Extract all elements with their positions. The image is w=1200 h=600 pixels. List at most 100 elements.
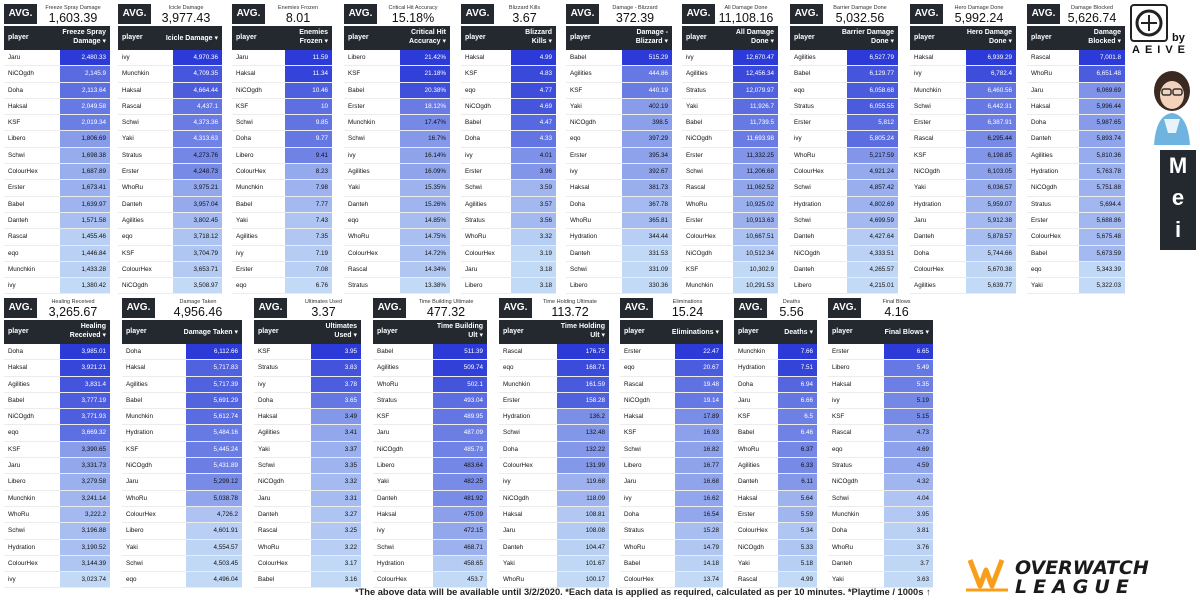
metric-column-header[interactable]: Eliminations ▾ <box>657 328 719 337</box>
value-cell <box>511 180 556 196</box>
stat-value: 3.7 <box>920 559 929 567</box>
player-column-header[interactable]: player <box>624 328 645 335</box>
player-column-header[interactable]: player <box>503 328 524 335</box>
player-name: Haksal <box>126 364 146 372</box>
player-column-header[interactable]: player <box>832 328 853 335</box>
value-cell <box>1079 115 1125 131</box>
metric-column-header[interactable]: Barrier Damage Done ▾ <box>829 28 894 46</box>
player-name: Stratus <box>624 527 644 535</box>
stat-value: 4,496.04 <box>213 576 238 584</box>
table-row: eqo 397.29 <box>566 131 672 148</box>
stat-value: 14.85% <box>424 216 446 224</box>
stat-value: 16.77 <box>703 462 719 470</box>
metric-column-header[interactable]: Icicle Damage ▾ <box>156 34 218 43</box>
stat-value: 392.67 <box>648 168 668 176</box>
stat-value: 3.59 <box>539 184 552 192</box>
value-cell <box>1079 131 1125 147</box>
stat-value: 132.22 <box>585 445 605 453</box>
stat-value: 4.32 <box>916 478 929 486</box>
table-row: Erster 5,688.86 <box>1027 212 1125 230</box>
table-row: Yaki 7.43 <box>232 212 332 230</box>
metric-column-header[interactable]: Final Blows ▾ <box>866 328 929 337</box>
table-row: Munchkin 7.98 <box>232 180 332 197</box>
stat-value: 4,333.51 <box>869 249 894 257</box>
player-name: eqo <box>570 135 581 143</box>
table-row: Agilities 6.33 <box>734 458 817 475</box>
player-column-header[interactable]: player <box>8 328 29 335</box>
player-column-header[interactable]: player <box>686 34 707 41</box>
value-cell <box>733 196 778 212</box>
table-row: KSF 489.95 <box>373 409 487 426</box>
table-row: Schwi 331.09 <box>566 261 672 279</box>
value-cell <box>186 376 242 392</box>
player-name: Agilities <box>122 216 144 224</box>
player-column-header[interactable]: player <box>8 34 29 41</box>
player-column-header[interactable]: player <box>348 34 369 41</box>
player-name: ivy <box>377 527 385 535</box>
metric-column-header[interactable]: Damage Taken ▾ <box>166 328 238 337</box>
table-row: eqo 20.67 <box>620 360 723 377</box>
stat-value: 108.81 <box>585 510 605 518</box>
metric-column-header[interactable]: Healing Received ▾ <box>42 322 106 340</box>
stat-value: 5,691.29 <box>213 396 238 404</box>
metric-column-header[interactable]: Blizzard Kills ▾ <box>495 28 552 46</box>
stat-value: 6.11 <box>801 478 813 486</box>
player-column-header[interactable]: player <box>122 34 143 41</box>
player-column-header[interactable]: player <box>258 328 279 335</box>
value-cell <box>622 229 672 245</box>
stat-title: Damage Blocked <box>1071 5 1113 11</box>
player-name: Babel <box>348 86 365 94</box>
table-row: Rascal 1,455.46 <box>4 229 110 246</box>
table-row: Doha 3,985.01 <box>4 344 110 361</box>
stat-value: 398.5 <box>652 119 668 127</box>
player-column-header[interactable]: player <box>794 34 815 41</box>
player-name: ivy <box>686 54 694 61</box>
player-column-header[interactable]: player <box>570 34 591 41</box>
value-cell <box>285 212 332 229</box>
metric-column-header[interactable]: Critical Hit Accuracy ▾ <box>382 28 446 46</box>
metric-column-header[interactable]: Freeze Spray Damage ▾ <box>42 28 106 46</box>
value-cell <box>311 539 361 555</box>
value-cell <box>557 392 609 409</box>
table-column-header: player Damage Blocked ▾ <box>1027 26 1125 50</box>
player-column-header[interactable]: player <box>236 34 257 41</box>
stat-value: 5.34 <box>800 527 813 535</box>
metric-column-header[interactable]: Damage Blocked ▾ <box>1062 28 1121 46</box>
player-column-header[interactable]: player <box>914 34 935 41</box>
metric-column-header[interactable]: Time Holding Ult ▾ <box>539 322 605 340</box>
player-column-header[interactable]: player <box>377 328 398 335</box>
player-name: Hydration <box>1031 168 1058 176</box>
metric-column-header[interactable]: Enemies Frozen ▾ <box>268 28 328 46</box>
stat-value: 5,744.66 <box>987 249 1012 257</box>
value-cell <box>311 441 361 458</box>
stat-value: 2,049.58 <box>81 102 106 110</box>
metric-column-header[interactable]: Time Building Ult ▾ <box>415 322 483 340</box>
player-column-header[interactable]: player <box>1031 34 1052 41</box>
table-row: ivy 16.62 <box>620 490 723 507</box>
metric-column-header[interactable]: Hero Damage Done ▾ <box>948 28 1012 46</box>
metric-column-header[interactable]: Damage - Blizzard ▾ <box>604 28 668 46</box>
player-name: Schwi <box>236 119 253 127</box>
stat-value: 5.49 <box>916 364 929 372</box>
player-column-header[interactable]: player <box>738 328 759 335</box>
value-cell <box>733 147 778 164</box>
value-cell <box>511 82 556 98</box>
player-name: Schwi <box>348 135 365 143</box>
table-avg-header: AVG. Freeze Spray Damage 1,603.39 <box>4 4 110 26</box>
stat-value: 7.66 <box>800 348 813 355</box>
value-cell <box>400 50 450 66</box>
stat-value: 1,380.42 <box>81 282 106 290</box>
player-name: NiCOgdh <box>8 413 34 421</box>
player-column-header[interactable]: player <box>126 328 147 335</box>
metric-column-header[interactable]: All Damage Done ▾ <box>716 28 774 46</box>
value-cell <box>675 474 723 490</box>
stat-value: 3,718.12 <box>193 233 218 241</box>
table-row: Haksal 4.99 <box>461 50 556 67</box>
metric-column-header[interactable]: Deaths ▾ <box>763 328 813 337</box>
player-column-header[interactable]: player <box>465 34 486 41</box>
stat-value: 20.38% <box>424 86 446 94</box>
metric-column-header[interactable]: Ultimates Used ▾ <box>293 322 357 340</box>
player-name: Danteh <box>794 265 815 273</box>
stat-value: 20.67 <box>703 364 719 372</box>
player-name: Libero <box>832 364 850 372</box>
